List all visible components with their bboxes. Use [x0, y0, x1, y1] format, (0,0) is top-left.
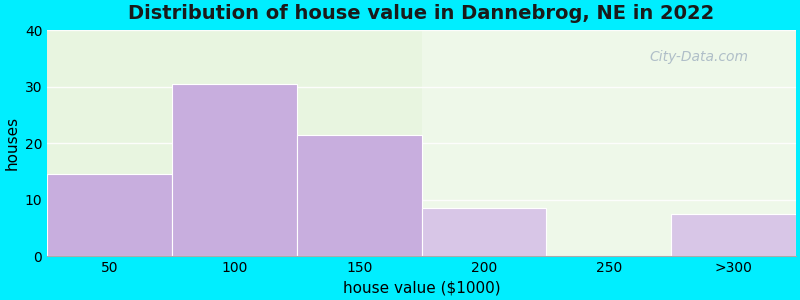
Text: City-Data.com: City-Data.com — [649, 50, 748, 64]
Bar — [422, 208, 546, 256]
Title: Distribution of house value in Dannebrog, NE in 2022: Distribution of house value in Dannebrog… — [128, 4, 714, 23]
Bar — [47, 174, 172, 256]
Bar — [172, 84, 297, 256]
X-axis label: house value ($1000): house value ($1000) — [342, 281, 500, 296]
Bar — [297, 135, 422, 256]
Y-axis label: houses: houses — [4, 116, 19, 170]
Bar — [671, 214, 796, 256]
